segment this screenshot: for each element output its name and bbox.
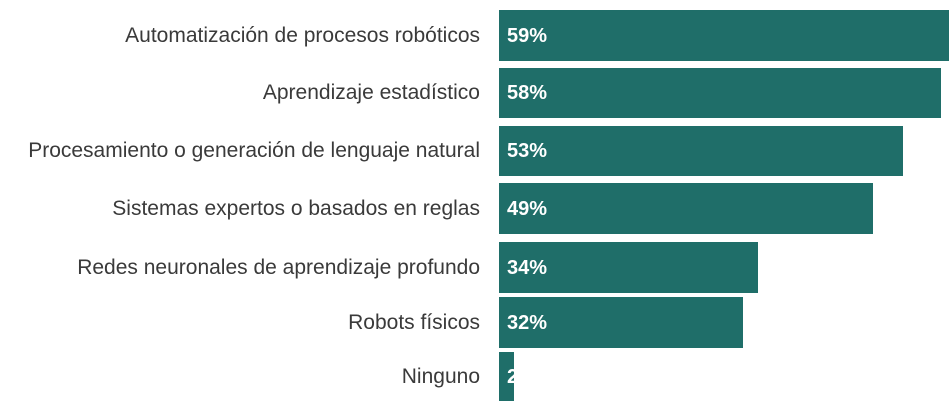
bar [499, 68, 942, 118]
category-label: Ninguno [401, 364, 480, 388]
bar [499, 10, 949, 61]
bar [499, 352, 515, 401]
data-label: 53% [507, 140, 548, 162]
data-label: 49% [507, 197, 548, 220]
category-label: Procesamiento o generación de lenguaje n… [28, 139, 480, 162]
data-label: 58% [507, 82, 548, 104]
category-label: Redes neuronales de aprendizaje profundo [77, 255, 480, 279]
data-label: 2% [507, 365, 536, 388]
category-label: Aprendizaje estadístico [262, 81, 480, 104]
bar [499, 297, 744, 348]
bar [499, 183, 873, 234]
data-label: 59% [507, 24, 548, 47]
category-label: Automatización de procesos robóticos [125, 23, 480, 47]
category-label: Robots físicos [348, 310, 480, 334]
bar [499, 242, 759, 293]
category-label: Sistemas expertos o basados en reglas [112, 196, 480, 220]
data-label: 34% [507, 256, 548, 279]
bar [499, 126, 904, 176]
data-label: 32% [507, 311, 548, 334]
